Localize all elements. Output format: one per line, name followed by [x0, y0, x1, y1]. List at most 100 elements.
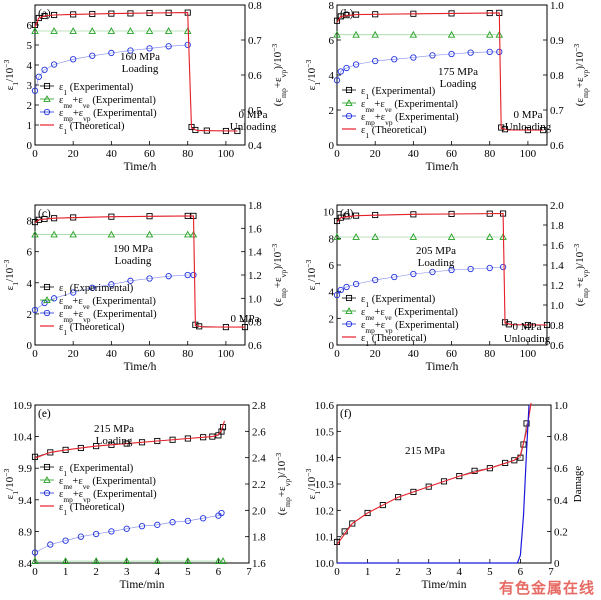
x-axis-label: Time/h: [124, 161, 157, 173]
legend-label: ε1 (Theoretical): [59, 502, 125, 517]
emp-evp-experimental-marker: [154, 521, 161, 528]
eme-eve-experimental-marker: [61, 557, 70, 564]
x-tick-label: 5: [487, 566, 493, 578]
y-right-tick-label: 0.5: [248, 105, 262, 117]
y-right-tick-label: 1.8: [550, 220, 564, 232]
e1-theoretical-line: [34, 420, 226, 459]
annotation: Loading: [418, 257, 455, 269]
eme-eve-experimental-marker: [50, 230, 58, 238]
eme-eve-experimental-marker: [92, 557, 100, 564]
x-tick-label: 0: [334, 348, 340, 360]
x-tick-label: 80: [484, 148, 496, 160]
y-right-tick-label: 0.7: [248, 35, 262, 47]
emp-evp-experimental-marker: [184, 517, 192, 525]
x-tick-label: 20: [370, 348, 382, 360]
annotation: Loading: [122, 63, 159, 75]
y-left-axis-label: ε1/10−3: [304, 468, 322, 499]
eme-eve-experimental-marker: [333, 233, 341, 240]
legend-label: ε1 (Experimental): [361, 86, 436, 101]
emp-evp-experimental-marker: [372, 57, 379, 65]
emp-evp-experimental-marker: [337, 68, 344, 75]
x-tick-label: 60: [446, 348, 458, 360]
x-axis-label: Time/min: [120, 579, 165, 591]
emp-evp-experimental-marker: [199, 515, 207, 522]
emp-evp-experimental-marker: [486, 48, 493, 56]
x-tick-label: 2: [395, 566, 401, 578]
y-left-tick-label: 10.5: [315, 426, 335, 438]
legend-label: ε1 (Theoretical): [361, 125, 427, 140]
watermark-text: 有色金属在线: [498, 579, 595, 597]
y-left-tick-label: 4: [27, 278, 33, 290]
y-right-tick-label: 2.4: [252, 453, 266, 465]
x-tick-label: 3: [124, 566, 130, 578]
legend-label: εmp+εvp (Experimental): [59, 309, 157, 324]
series-connector: [34, 512, 222, 553]
eme-eve-experimental-marker: [107, 27, 116, 34]
legend-label: εmp+εvp (Experimental): [361, 112, 459, 127]
e1-experimental-marker: [43, 463, 51, 471]
y-right-tick-label: 1.6: [248, 223, 262, 235]
emp-evp-experimental-marker: [89, 52, 96, 59]
legend-label: ε1 (Theoretical): [361, 333, 427, 348]
eme-eve-experimental-marker: [50, 27, 58, 34]
emp-evp-experimental-marker: [138, 522, 146, 530]
x-tick-label: 60: [446, 148, 458, 160]
e1-theoretical-line: [336, 212, 548, 326]
plot-frame: [336, 204, 548, 346]
legend-label: ε1 (Experimental): [361, 294, 436, 309]
eme-eve-experimental-marker: [107, 230, 116, 238]
emp-evp-experimental-marker: [77, 533, 85, 540]
y-left-tick-label: 10: [323, 207, 335, 219]
e1-experimental-marker: [425, 483, 432, 490]
y-left-tick-label: 2: [27, 100, 33, 112]
emp-evp-experimental-marker: [31, 87, 39, 94]
y-left-tick-label: 2: [27, 309, 33, 321]
emp-evp-experimental-marker: [89, 284, 96, 291]
y-right-tick-label: 1.2: [248, 270, 262, 282]
y-left-tick-label: 8: [329, 233, 335, 245]
annotation: Unloading: [230, 121, 277, 133]
eme-eve-experimental-marker: [164, 27, 173, 34]
e1-experimental-marker: [345, 294, 353, 302]
emp-evp-experimental-marker: [146, 275, 153, 282]
e1-experimental-marker: [43, 283, 51, 291]
emp-evp-experimental-marker: [391, 273, 398, 281]
emp-evp-experimental-marker: [50, 61, 58, 68]
x-tick-label: 40: [106, 148, 118, 160]
e1-experimental-marker: [379, 502, 386, 509]
eme-eve-experimental-marker: [485, 233, 494, 240]
y-right-axis-label: (εmp+εvp)/10−3: [572, 244, 590, 307]
panel-f: 0 1 2 3 4 5 6 7 10.0 10.1 10.2 10.3 10.4 10.5 10.6 0 0.2…: [304, 400, 585, 591]
emp-evp-experimental-marker: [35, 73, 42, 80]
y-right-axis-label: (εmp+εvp)/10−3: [270, 244, 288, 307]
eme-eve-experimental-marker: [31, 557, 39, 564]
y-right-tick-label: 1.0: [550, 0, 564, 12]
emp-evp-experimental-marker: [70, 56, 77, 63]
y-right-tick-label: 1.8: [248, 200, 262, 212]
x-tick-label: 1: [365, 566, 371, 578]
x-tick-label: 6: [216, 566, 222, 578]
emp-evp-experimental-marker: [41, 66, 48, 73]
x-tick-label: 0: [32, 348, 38, 360]
emp-evp-experimental-marker: [429, 52, 436, 59]
eme-eve-experimental-marker: [409, 233, 418, 240]
emp-evp-experimental-marker: [62, 537, 69, 544]
eme-eve-experimental-marker: [145, 27, 154, 34]
emp-evp-experimental-marker: [43, 309, 51, 317]
eme-eve-experimental-marker: [88, 27, 97, 34]
x-tick-label: 2: [93, 566, 99, 578]
y-right-tick-label: 0.6: [550, 340, 564, 352]
y-right-axis-label: (εmp+εvp)/10−3: [572, 44, 590, 107]
y-right-tick-label: 0.4: [554, 495, 568, 507]
y-right-tick-label: 0.8: [550, 320, 564, 332]
eme-eve-experimental-marker: [43, 296, 51, 303]
annotation: 205 MPa: [416, 245, 456, 257]
eme-eve-experimental-marker: [409, 30, 418, 38]
emp-evp-experimental-marker: [333, 291, 341, 299]
emp-evp-experimental-marker: [108, 528, 115, 535]
x-tick-label: 4: [457, 566, 463, 578]
y-left-tick-label: 10.4: [315, 453, 335, 465]
e1-theoretical-line: [34, 215, 246, 328]
y-right-tick-label: 2.0: [252, 505, 266, 517]
damage-line: [337, 404, 530, 564]
